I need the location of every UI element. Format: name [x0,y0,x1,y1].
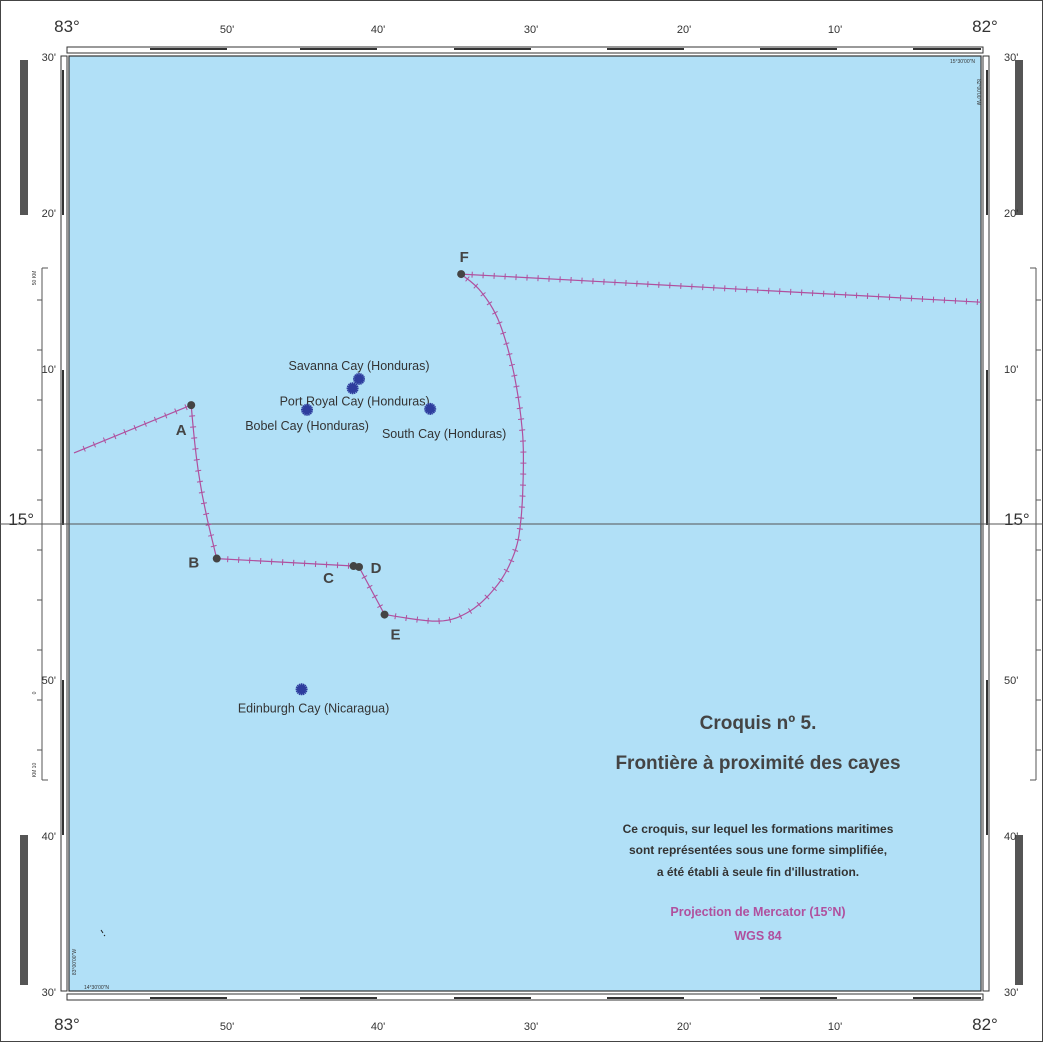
turning-point-b: B [188,554,221,572]
note-line-1: Ce croquis, sur lequel les formations ma… [623,822,894,836]
boundary-segment-a-b-ticks [189,415,220,558]
turning-points: A B C D E F [176,249,469,644]
lon-label-83w-top: 83° [54,17,80,36]
lon-minute-label: 30' [524,1021,538,1033]
scale-bar-left: 50 KM 0 KM 10 [32,267,48,781]
point-dot [187,401,196,410]
lat-minute-label: 10' [1004,364,1018,376]
lon-minute-label: 10' [828,24,842,36]
lat-minute-label: 30' [1004,987,1018,999]
lon-label-82w-bottom: 82° [972,1015,998,1034]
cay-marker: Port Royal Cay (Honduras) [280,382,430,408]
point-label: E [391,627,401,644]
lat-minute-label: 30' [42,987,56,999]
lon-minute-label: 50' [220,1021,234,1033]
datum-label: WGS 84 [734,929,781,943]
lon-minute-labels-top: 50' 40' 30' 20' 10' [220,24,842,36]
lat-label-15n-right: 15° [1004,510,1030,529]
boundary-segment-e-f [384,273,524,622]
lon-minute-label: 50' [220,24,234,36]
corner-mark-bottom-left: 14°30'00"N [84,985,109,991]
cays: Savanna Cay (Honduras) Port Royal Cay (Ho… [238,359,507,715]
boundary-segment-b-e-ticks [227,556,383,609]
lon-minute-label: 20' [677,1021,691,1033]
top-graduation [66,46,984,54]
boundary-segment-east-ticks [471,271,979,306]
lon-minute-labels-bottom: 50' 40' 30' 20' 10' [220,1021,842,1033]
cay-marker: Edinburgh Cay (Nicaragua) [238,683,389,715]
lat-minute-label: 20' [1004,208,1018,220]
cay-label: Edinburgh Cay (Nicaragua) [238,701,389,715]
cay-dot [427,406,433,412]
point-label: F [460,249,469,266]
lat-minute-label: 30' [1004,52,1018,64]
boundary-segment-east [461,273,982,303]
map-title: Croquis nº 5. [700,713,817,734]
turning-point-a: A [176,401,196,439]
lat-minute-label: 10' [42,364,56,376]
cay-marker: Savanna Cay (Honduras) [288,359,430,385]
maritime-boundary [73,271,982,625]
cay-dot [356,376,362,382]
point-dot [212,554,221,563]
projection-label: Projection de Mercator (15°N) [670,905,845,919]
boundary-segment-e-f-ticks [394,276,527,625]
lon-minute-label: 40' [371,24,385,36]
note-line-3: a été établi à seule fin d'illustration. [657,865,859,879]
point-dot [457,270,466,279]
title-block: Croquis nº 5. Frontière à proximité des … [615,713,900,943]
lon-label-83w-bottom: 83° [54,1015,80,1034]
cay-dot [304,407,310,413]
lat-minute-label: 40' [42,831,56,843]
corner-bars [20,60,1023,985]
lat-minute-label: 50' [42,675,56,687]
lon-minute-label: 40' [371,1021,385,1033]
map-subtitle: Frontière à proximité des cayes [615,753,900,774]
cay-label: Bobel Cay (Honduras) [245,419,369,433]
cay-marker: Bobel Cay (Honduras) [245,403,369,433]
lat-minute-label: 50' [1004,675,1018,687]
lat-minute-label: 40' [1004,831,1018,843]
lat-minute-labels-right: 30' 20' 10' 50' 40' 30' [1004,52,1018,999]
turning-point-f: F [457,249,469,279]
scale-label-0: 0 [32,691,38,694]
cay-dot [350,385,356,391]
turning-point-e: E [380,610,401,644]
lon-minute-label: 20' [677,24,691,36]
corner-mark-top-right: 15°30'00"N [950,59,975,65]
lon-label-82w-top: 82° [972,17,998,36]
point-label: C [323,570,334,587]
scale-label-10km: KM 10 [32,763,38,778]
bottom-graduation [66,993,984,1001]
boundary-segment-west [73,404,192,454]
point-dot [355,562,364,571]
cay-label: Port Royal Cay (Honduras) [280,394,430,408]
point-label: B [188,555,199,572]
lat-label-15n-left: 15° [8,510,34,529]
lat-minute-label: 20' [42,208,56,220]
cay-label: Savanna Cay (Honduras) [288,359,429,373]
point-label: A [176,422,187,439]
lat-minute-labels-left: 30' 20' 10' 50' 40' 30' [42,52,56,999]
lat-minute-label: 30' [42,52,56,64]
boundary-segment-west-ticks [82,404,188,452]
corner-mark-top-right-vertical: 82°00'00"W [975,79,981,105]
lon-minute-label: 30' [524,24,538,36]
point-dot [380,610,389,619]
corner-mark-bottom-left-vertical: 83°00'00"W [72,949,78,975]
lon-minute-label: 10' [828,1021,842,1033]
cay-dot [299,686,305,692]
point-label: D [371,560,382,577]
small-islet [100,929,106,937]
note-line-2: sont représentées sous une forme simplif… [629,843,887,857]
cay-marker: South Cay (Honduras) [382,402,506,441]
turning-point-d: D [355,560,382,577]
scale-label-50km: 50 KM [32,271,38,285]
cay-label: South Cay (Honduras) [382,427,506,441]
